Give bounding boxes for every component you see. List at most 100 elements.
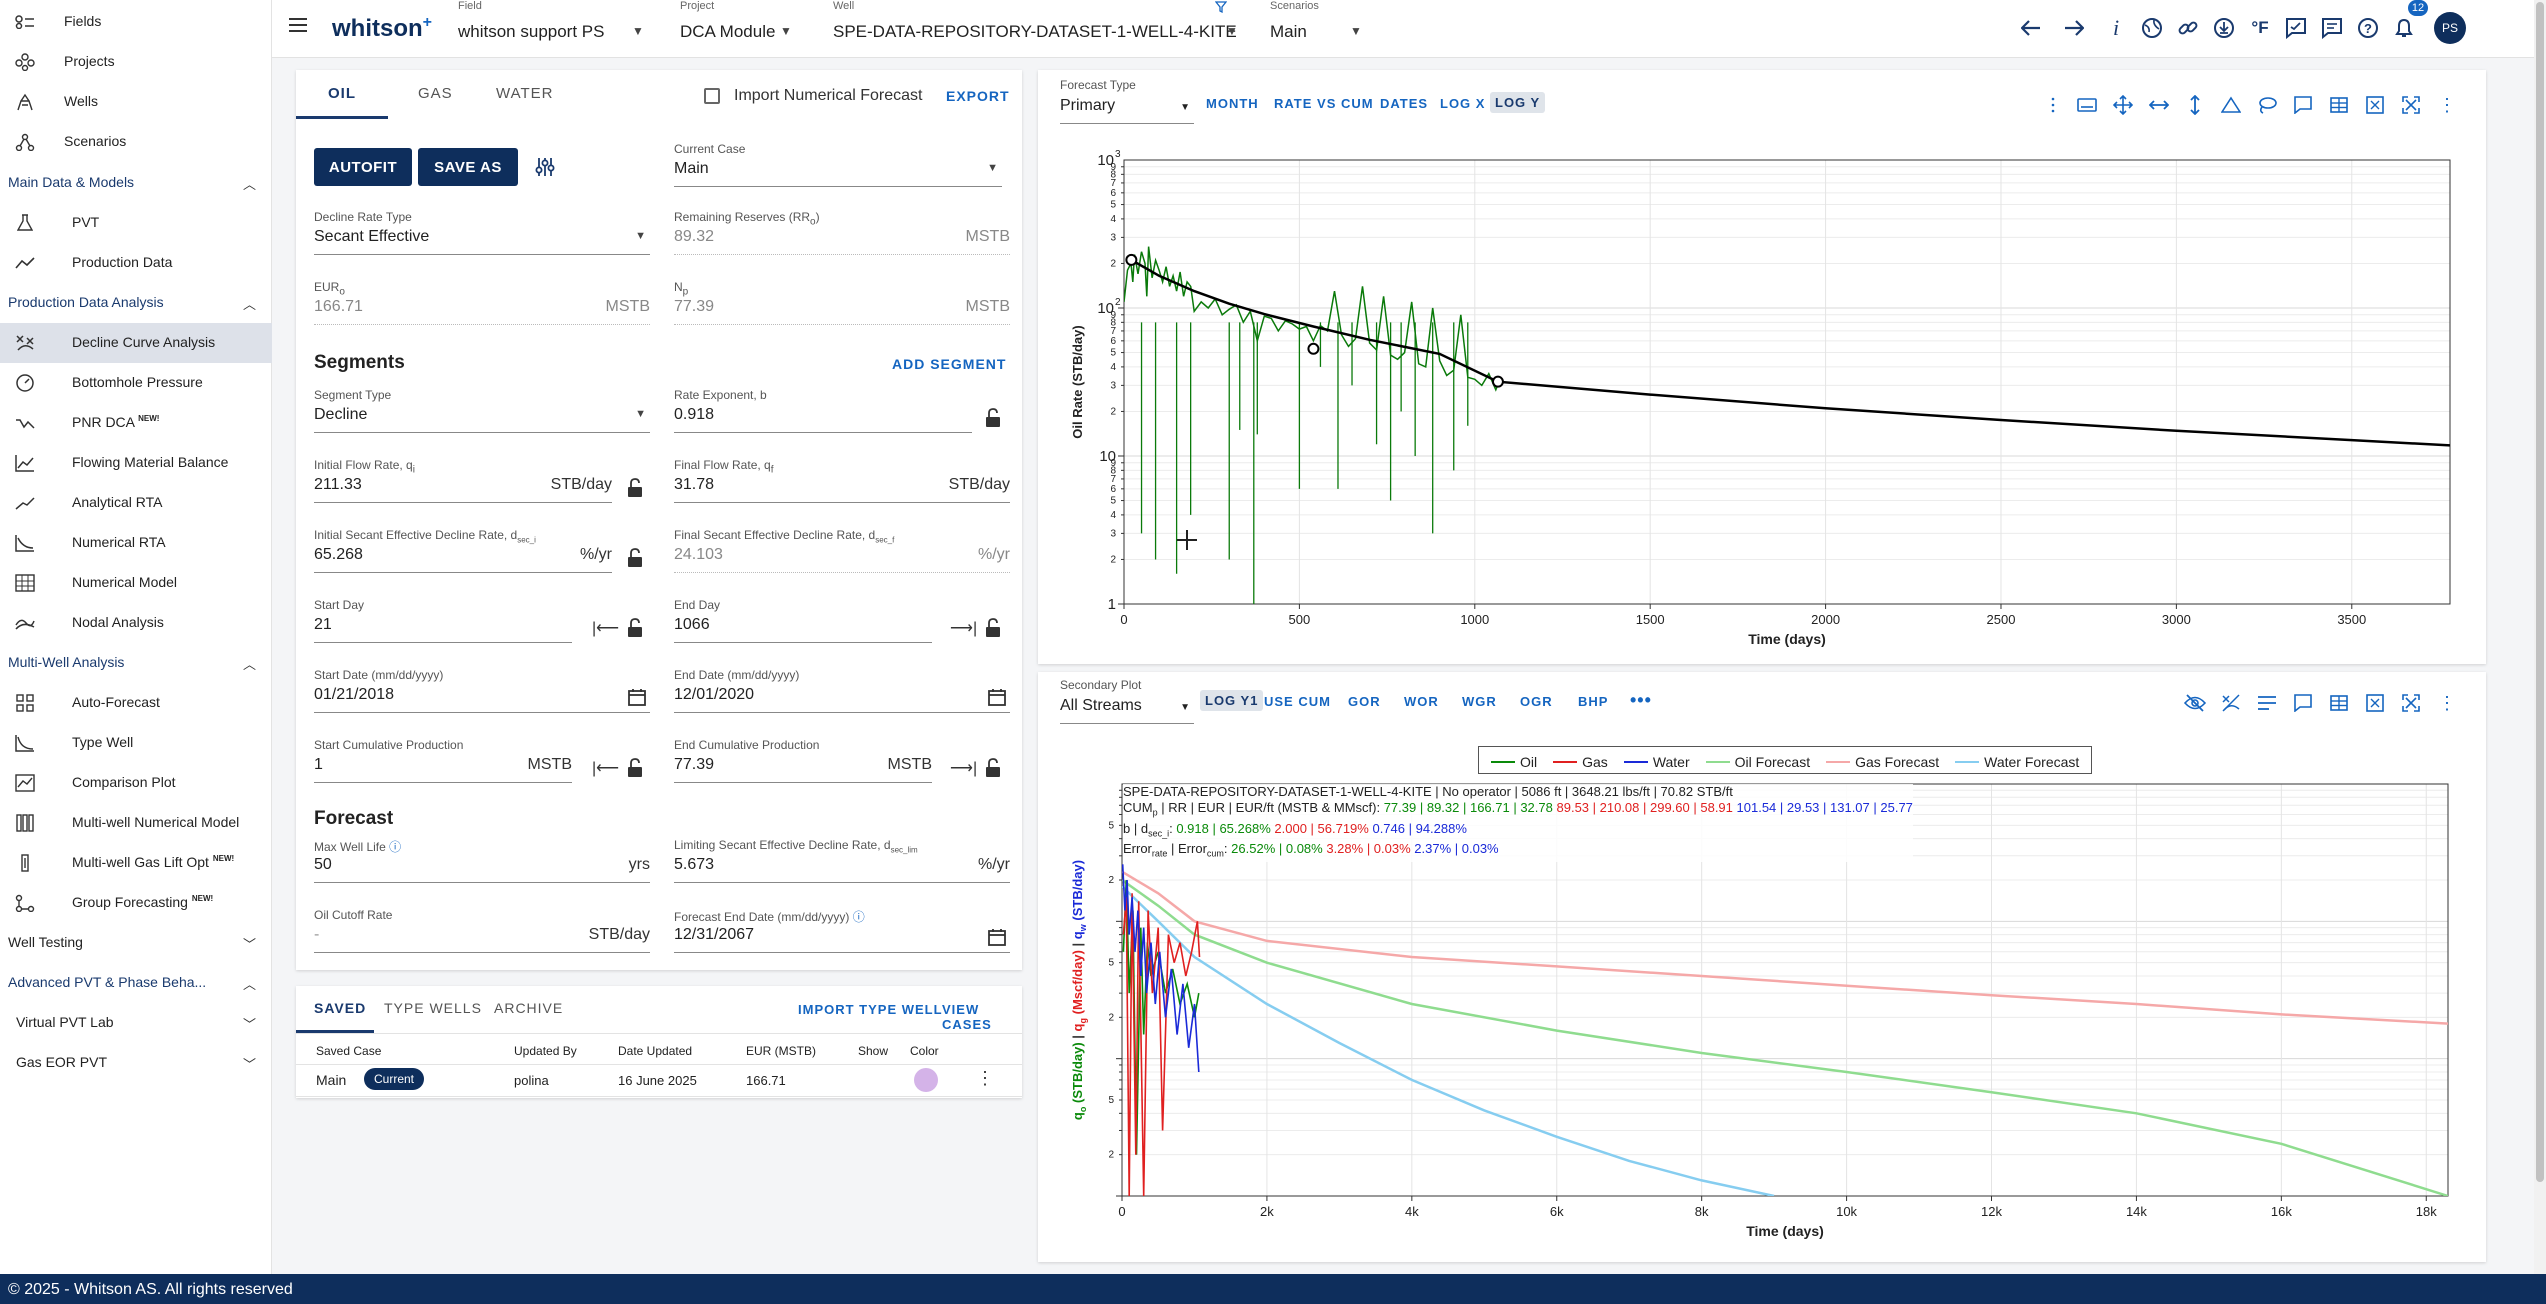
tab-gas[interactable]: GAS [418,85,453,102]
initial-flow-rate-input[interactable]: Initial Flow Rate, qi 211.33 STB/day [314,458,612,504]
legend-item[interactable]: Water [1623,754,1690,770]
save-as-button[interactable]: SAVE AS [418,148,518,186]
decline-rate-type-select[interactable]: Decline Rate Type Secant Effective ▼ [314,210,650,256]
bhp-button[interactable]: BHP [1578,694,1609,709]
table-icon[interactable] [2324,90,2354,120]
segment-type-select[interactable]: Segment Type Decline ▼ [314,388,650,434]
end-date-input[interactable]: End Date (mm/dd/yyyy) 12/01/2020 [674,668,1010,714]
legend-item[interactable]: Gas Forecast [1826,754,1939,770]
info-icon[interactable]: i [2112,15,2120,40]
sidebar-section-multi-well[interactable]: Multi-Well Analysis ︿ [8,654,256,672]
sidebar-section-well-testing[interactable]: Well Testing ﹀ [8,934,256,952]
comment-icon[interactable] [2288,90,2318,120]
limiting-decline-input[interactable]: Limiting Secant Effective Decline Rate, … [674,838,1010,884]
sidebar-section-production-analysis[interactable]: Production Data Analysis ︿ [8,294,256,312]
initial-decline-rate-input[interactable]: Initial Secant Effective Decline Rate, d… [314,528,612,574]
sidebar-item-decline-curve-analysis[interactable]: Decline Curve Analysis [0,323,272,363]
align-start-icon[interactable]: |⟵ [592,620,620,637]
avatar[interactable]: PS [2434,12,2466,44]
start-day-input[interactable]: Start Day 21 [314,598,572,644]
rate-exponent-input[interactable]: Rate Exponent, b 0.918 [674,388,972,434]
sidebar-section-main-data[interactable]: Main Data & Models ︿ [8,174,256,192]
tune-icon[interactable] [534,156,556,183]
forecast-end-date-input[interactable]: Forecast End Date (mm/dd/yyyy) ⓘ 12/31/2… [674,908,1010,954]
autoscale-icon[interactable] [2360,688,2390,718]
unlock-icon[interactable] [626,758,648,780]
unlock-icon[interactable] [984,408,1006,430]
add-segment-button[interactable]: ADD SEGMENT [892,356,1007,372]
lasso-icon[interactable] [2252,90,2282,120]
align-start-icon[interactable]: |⟵ [592,760,620,777]
zoom-vertical-icon[interactable] [2180,90,2210,120]
sidebar-item-nodal-analysis[interactable]: Nodal Analysis [0,603,272,643]
ogr-button[interactable]: OGR [1520,694,1553,709]
sidebar-item-numerical-rta[interactable]: Numerical RTA [0,523,272,563]
globe-icon[interactable] [2138,14,2166,42]
sidebar-item-pvt[interactable]: PVT [0,203,272,243]
legend-item[interactable]: Oil [1491,754,1537,770]
wgr-button[interactable]: WGR [1462,694,1497,709]
legend-item[interactable]: Oil Forecast [1705,754,1810,770]
decline-off-icon[interactable] [2216,688,2246,718]
start-date-input[interactable]: Start Date (mm/dd/yyyy) 01/21/2018 [314,668,650,714]
link-icon[interactable] [2174,14,2202,42]
more-horiz-icon[interactable]: ••• [1630,690,1652,710]
notifications-bell-icon[interactable] [2390,14,2418,42]
max-well-life-input[interactable]: Max Well Life ⓘ 50 yrs [314,838,650,884]
current-case-select[interactable]: Current Case Main ▼ [674,142,1002,188]
end-day-input[interactable]: End Day 1066 [674,598,932,644]
sidebar-item-type-well[interactable]: Type Well [0,723,272,763]
tab-archive[interactable]: ARCHIVE [494,1000,564,1016]
visibility-off-icon[interactable] [2180,688,2210,718]
unlock-icon[interactable] [626,478,648,500]
import-numerical-checkbox[interactable] [704,88,720,104]
arrow-forward-icon[interactable] [2060,14,2088,42]
view-cases-button[interactable]: VIEW CASES [942,1002,992,1032]
download-icon[interactable] [2210,14,2238,42]
align-end-icon[interactable]: ⟶| [950,760,978,777]
sidebar-item-multi-well-numerical[interactable]: Multi-well Numerical Model [0,803,272,843]
legend-item[interactable]: Gas [1553,754,1608,770]
sidebar-section-virtual-pvt-lab[interactable]: Virtual PVT Lab ﹀ [16,1014,256,1032]
rate-vs-cum-button[interactable]: RATE VS CUM [1274,96,1374,111]
project-select[interactable]: Project DCA Module ▼ [680,0,792,41]
tab-water[interactable]: WATER [496,85,554,102]
log-x-button[interactable]: LOG X [1440,96,1486,111]
zoom-horizontal-icon[interactable] [2144,90,2174,120]
calendar-icon[interactable] [628,688,646,711]
gor-button[interactable]: GOR [1348,694,1381,709]
use-cum-button[interactable]: USE CUM [1264,694,1331,709]
unlock-icon[interactable] [626,548,648,570]
log-y1-button[interactable]: LOG Y1 [1200,690,1264,711]
sidebar-item-fields[interactable]: Fields [0,2,272,42]
sidebar-item-bottomhole-pressure[interactable]: Bottomhole Pressure [0,363,272,403]
sidebar-section-advanced-pvt[interactable]: Advanced PVT & Phase Beha... ︿ [8,974,256,992]
autofit-button[interactable]: AUTOFIT [314,148,412,186]
unlock-icon[interactable] [984,618,1006,640]
legend-item[interactable]: Water Forecast [1955,754,2079,770]
export-button[interactable]: EXPORT [946,88,1010,104]
sidebar-item-group-forecasting[interactable]: Group Forecasting NEW! [0,883,272,923]
chat-icon[interactable] [2318,14,2346,42]
calendar-icon[interactable] [988,688,1006,711]
more-vert-icon[interactable]: ⋮ [976,1068,994,1088]
notes-icon[interactable] [2252,688,2282,718]
sidebar-item-scenarios[interactable]: Scenarios [0,122,272,162]
end-cum-input[interactable]: End Cumulative Production 77.39 MSTB [674,738,932,784]
sidebar-item-wells[interactable]: Wells [0,82,272,122]
sidebar-item-production-data[interactable]: Production Data [0,243,272,283]
final-flow-rate-input[interactable]: Final Flow Rate, qf 31.78 STB/day [674,458,1010,504]
secondary-plot-select[interactable]: All Streams ▼ [1060,694,1194,724]
wor-button[interactable]: WOR [1404,694,1439,709]
comment-icon[interactable] [2288,688,2318,718]
units-toggle[interactable]: °F [2251,18,2269,37]
unlock-icon[interactable] [626,618,648,640]
tab-type-wells[interactable]: TYPE WELLS [384,1000,482,1016]
filter-icon[interactable] [1214,0,1228,18]
drag-handle-icon[interactable] [2038,90,2068,120]
sidebar-item-pnr-dca[interactable]: PNR DCA NEW! [0,403,272,443]
forecast-type-select[interactable]: Primary ▼ [1060,94,1194,124]
import-type-well-button[interactable]: IMPORT TYPE WELL [798,1002,943,1017]
sidebar-item-auto-forecast[interactable]: Auto-Forecast [0,683,272,723]
fullscreen-icon[interactable] [2396,688,2426,718]
